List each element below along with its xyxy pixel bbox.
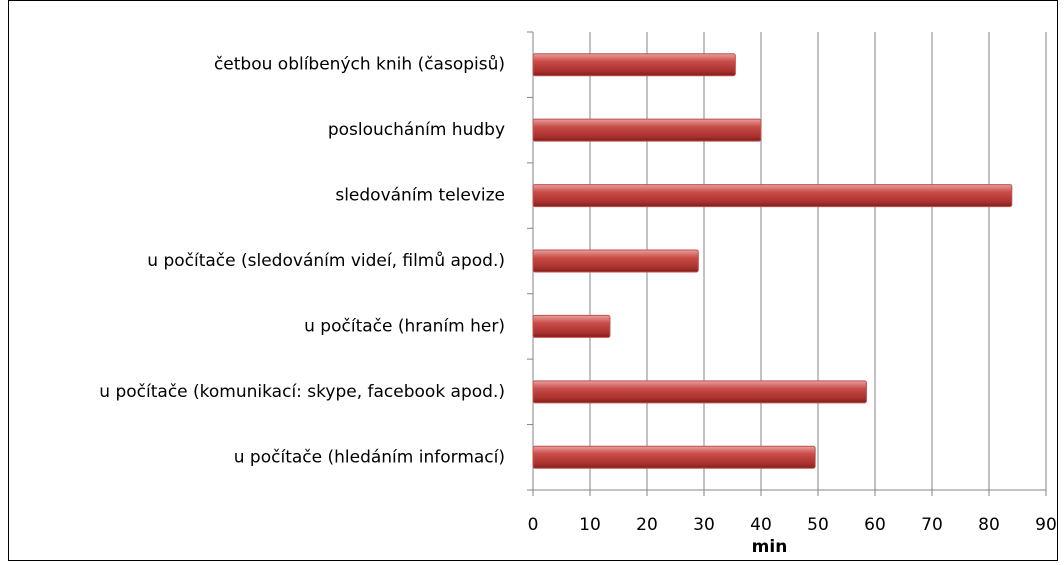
x-tick-label: 10 bbox=[579, 515, 601, 535]
y-tick-label: sledováním televize bbox=[335, 186, 505, 206]
x-tick-label: 70 bbox=[921, 515, 943, 535]
y-tick-label: posloucháním hudby bbox=[328, 120, 505, 140]
bar bbox=[532, 118, 762, 142]
y-tick-label: u počítače (hledáním informací) bbox=[234, 447, 505, 467]
x-tick-label: 90 bbox=[1035, 515, 1057, 535]
y-tick-label: u počítače (komunikací: skype, facebook … bbox=[99, 382, 505, 402]
x-tick-label: 40 bbox=[750, 515, 772, 535]
y-tick-label: u počítače (hraním her) bbox=[304, 316, 505, 336]
bar bbox=[532, 249, 699, 273]
x-tick-label: 30 bbox=[693, 515, 715, 535]
y-tick-label: četbou oblíbených knih (časopisů) bbox=[214, 55, 505, 75]
x-tick-label: 80 bbox=[978, 515, 1000, 535]
x-tick-label: 50 bbox=[807, 515, 829, 535]
bar bbox=[532, 314, 611, 338]
y-tick-label: u počítače (sledováním videí, filmů apod… bbox=[147, 251, 505, 271]
bar bbox=[532, 380, 867, 404]
x-axis-label: min bbox=[752, 537, 788, 557]
x-tick-label: 20 bbox=[636, 515, 658, 535]
bar bbox=[532, 445, 816, 469]
x-tick-label: 0 bbox=[528, 515, 539, 535]
bar bbox=[532, 53, 736, 77]
x-tick-label: 60 bbox=[864, 515, 886, 535]
bar bbox=[532, 184, 1013, 208]
